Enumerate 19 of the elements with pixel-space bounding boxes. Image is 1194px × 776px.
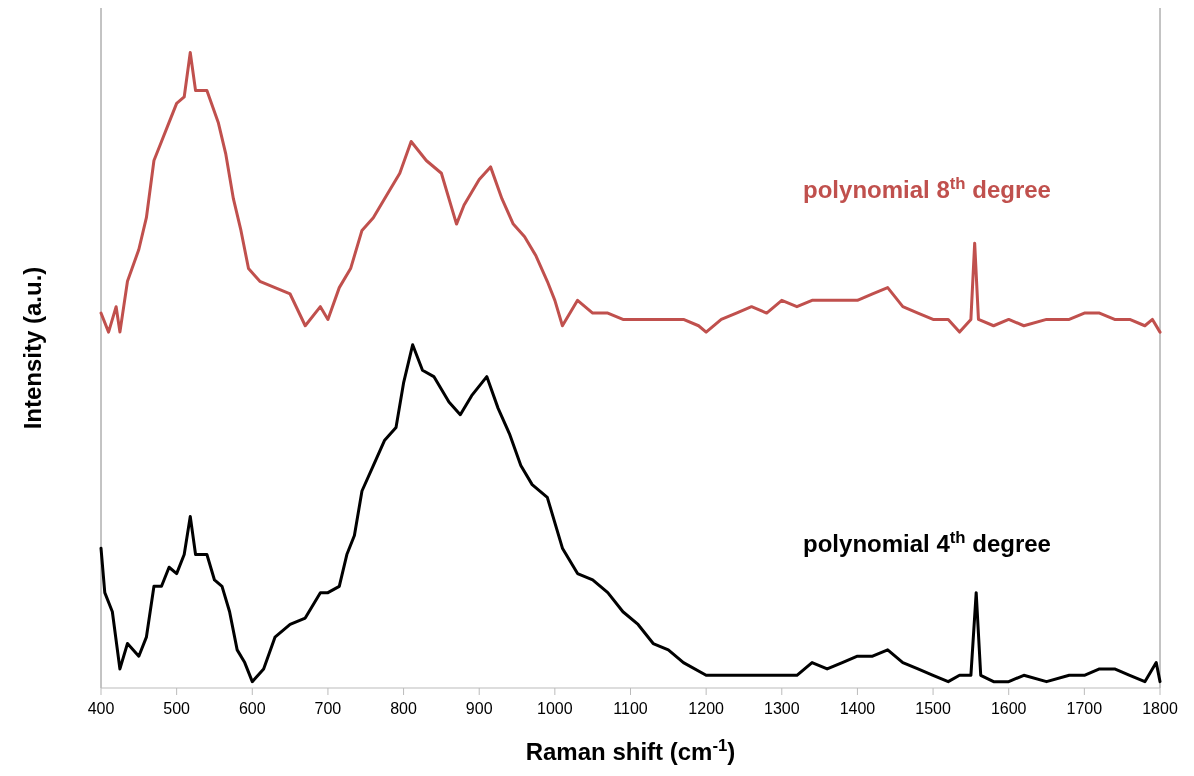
x-tick-label: 1400 [839, 700, 876, 717]
x-tick-label: 400 [87, 700, 115, 717]
text: polynomial 8$^{th}$ degree [803, 173, 1051, 204]
x-tick-label: 800 [390, 700, 418, 717]
x-tick-label: 1300 [763, 700, 800, 717]
x-tick-label: 1100 [613, 700, 648, 717]
y-axis-title: Intensity (a.u.) [19, 266, 46, 430]
x-tick-label: 700 [314, 700, 342, 717]
x-tick-label: 500 [163, 700, 191, 717]
x-axis-title: Raman shift (cm$^{-1}$) [525, 735, 736, 765]
x-tick-label: 1800 [1142, 700, 1178, 717]
x-tick-label: 900 [465, 700, 493, 717]
text: polynomial 4$^{th}$ degree [803, 527, 1051, 557]
x-tick-label: 1700 [1066, 700, 1103, 717]
x-tick-label: 600 [238, 700, 266, 717]
x-tick-label: 1600 [990, 700, 1027, 717]
x-tick-label: 1200 [688, 700, 725, 717]
x-tick-label: 1000 [537, 700, 573, 717]
x-tick-label: 1500 [915, 700, 951, 717]
